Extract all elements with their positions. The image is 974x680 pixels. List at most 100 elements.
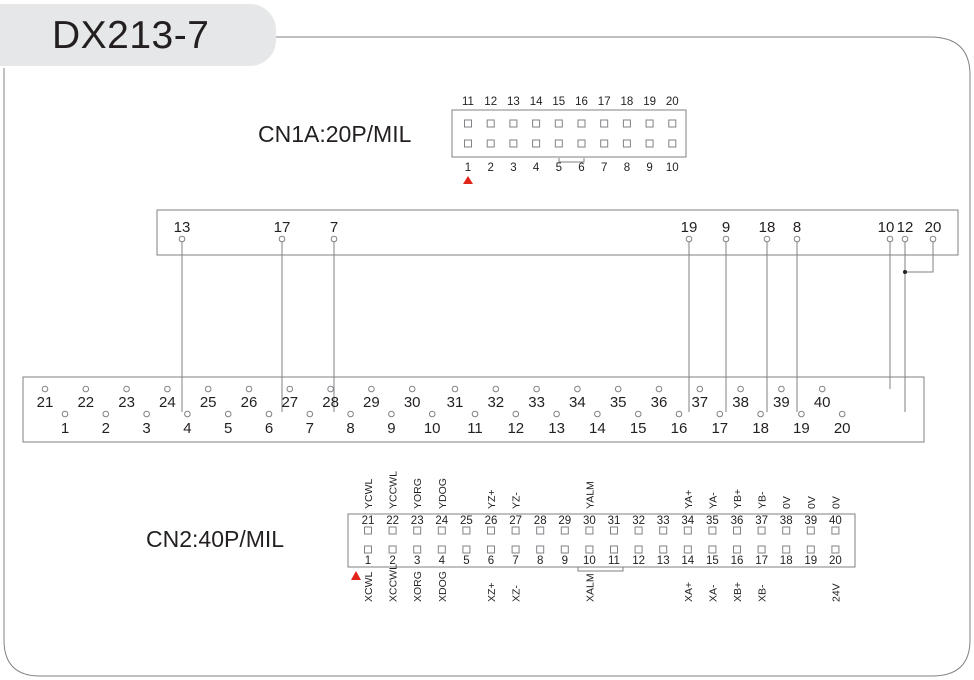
cn2-pad xyxy=(634,526,643,535)
cn2-label: CN2:40P/MIL xyxy=(146,526,284,552)
cn2-pad xyxy=(610,526,618,535)
cn2-pad xyxy=(487,526,495,535)
mid-pin-circle xyxy=(278,235,286,243)
cn1a-pad xyxy=(464,119,472,128)
terminal-top-label: 40 xyxy=(814,394,831,411)
cn2-top-pin-label: 31 xyxy=(608,515,621,527)
terminal-top-label: 22 xyxy=(77,394,94,411)
cn2-pad xyxy=(659,526,668,535)
terminal-bottom-label: 12 xyxy=(507,420,524,437)
cn1a-top-pin-label: 16 xyxy=(575,96,588,108)
mid-pin-label: 8 xyxy=(793,219,801,236)
cn2-pad xyxy=(757,526,766,535)
cn1a-pad xyxy=(554,139,563,148)
cn2-top-pin-label: 35 xyxy=(706,515,719,527)
outer-frame xyxy=(3,36,971,677)
cn2-top-pin-label: 22 xyxy=(386,515,399,527)
cn2-pad xyxy=(708,545,717,554)
mid-pin-circle xyxy=(330,235,338,243)
terminal-bottom-circle xyxy=(388,410,395,418)
terminal-bottom-label: 13 xyxy=(548,420,565,437)
terminal-top-label: 29 xyxy=(363,394,380,411)
cn2-bottom-pin-label: 7 xyxy=(512,555,518,567)
cn2-bottom-signal-label: XA+ xyxy=(683,582,695,602)
cn1a-pad xyxy=(554,119,563,128)
cn2-pad xyxy=(782,545,791,554)
terminal-bottom-circle xyxy=(184,410,191,418)
cn1a-pad xyxy=(464,139,472,148)
cn2-key-mark xyxy=(577,567,624,572)
cn1a-top-pin-label: 12 xyxy=(484,96,497,108)
cn2-top-signal-label: 0V xyxy=(806,496,818,509)
cn2-bottom-pin-label: 20 xyxy=(829,555,842,567)
mid-pin-circle xyxy=(178,235,186,243)
cn1a-bottom-pin-label: 1 xyxy=(465,162,471,174)
cn2-bottom-signal-label: XCWL xyxy=(363,572,375,602)
cn2-bottom-signal-label: XB- xyxy=(757,584,769,602)
cn2-top-pin-label: 30 xyxy=(583,515,596,527)
terminal-bottom-label: 15 xyxy=(630,420,647,437)
mid-strip xyxy=(156,209,959,256)
cn2-bottom-pin-label: 11 xyxy=(608,555,620,567)
mid-pin-circle xyxy=(685,235,693,243)
terminal-top-label: 24 xyxy=(159,394,176,411)
cn1a-pad xyxy=(668,119,677,128)
cn1a-top-pin-label: 17 xyxy=(598,96,611,108)
cn1a-bottom-pin-label: 4 xyxy=(533,162,540,174)
cn2-top-pin-label: 29 xyxy=(558,515,571,527)
cn2-connector xyxy=(347,513,856,568)
mid-pin-label: 17 xyxy=(274,219,291,236)
cn2-bottom-pin-label: 13 xyxy=(657,555,670,567)
terminal-top-circle xyxy=(451,385,459,393)
cn2-bottom-pin-label: 1 xyxy=(365,555,371,567)
cn1a-pin1-triangle xyxy=(463,176,473,184)
cn2-pad xyxy=(536,526,545,535)
cn2-bottom-pin-label: 15 xyxy=(706,555,719,567)
cn1a-pad xyxy=(532,119,541,128)
terminal-top-label: 33 xyxy=(528,394,545,411)
cn1a-pad xyxy=(622,139,631,148)
terminal-top-circle xyxy=(164,385,171,393)
cn2-top-pin-label: 21 xyxy=(362,515,375,527)
cn2-bottom-pin-label: 16 xyxy=(731,555,744,567)
mid-pin-circle xyxy=(886,235,894,243)
cn2-pad xyxy=(634,545,643,554)
cn2-bottom-signal-label: XORG xyxy=(412,571,424,602)
cn2-pad xyxy=(560,545,569,554)
cn2-bottom-pin-label: 5 xyxy=(463,555,469,567)
cn2-bottom-pin-label: 14 xyxy=(681,555,694,567)
cn2-top-pin-label: 40 xyxy=(829,515,842,527)
cn2-pad xyxy=(560,526,569,535)
terminal-bottom-circle xyxy=(553,410,560,418)
cn2-top-pin-label: 26 xyxy=(485,515,498,527)
cn2-top-pin-label: 27 xyxy=(509,515,522,527)
terminal-top-label: 38 xyxy=(732,394,749,411)
cn1a-pad xyxy=(645,139,654,148)
cn2-bottom-pin-label: 8 xyxy=(537,555,543,567)
terminal-bottom-label: 1 xyxy=(61,420,69,437)
terminal-bottom-circle xyxy=(594,410,601,418)
cn2-bottom-pin-label: 18 xyxy=(780,555,793,567)
cn2-pad xyxy=(437,526,446,535)
terminal-top-circle xyxy=(696,385,704,393)
cn1a-pad xyxy=(532,139,541,148)
cn2-top-signal-label: YA- xyxy=(707,492,719,509)
terminal-bottom-label: 3 xyxy=(142,420,150,437)
cn2-top-pin-label: 25 xyxy=(460,515,473,527)
cn2-pad xyxy=(782,526,791,535)
cn1a-key-mark xyxy=(558,158,585,163)
terminal-bottom-label: 5 xyxy=(224,420,232,437)
terminal-bottom-label: 4 xyxy=(183,420,191,437)
cn2-pad xyxy=(388,545,397,554)
terminal-top-circle xyxy=(204,385,212,393)
cn2-top-pin-label: 28 xyxy=(534,515,547,527)
terminal-bottom-label: 10 xyxy=(424,420,441,437)
cn2-pad xyxy=(462,526,471,535)
terminal-bottom-label: 7 xyxy=(306,420,314,437)
cn1a-bottom-pin-label: 8 xyxy=(624,162,630,174)
cn1a-bottom-pin-label: 3 xyxy=(510,162,516,174)
wire-junction xyxy=(903,270,907,274)
cn2-pad xyxy=(733,545,741,554)
cn1a-pad xyxy=(577,139,586,148)
